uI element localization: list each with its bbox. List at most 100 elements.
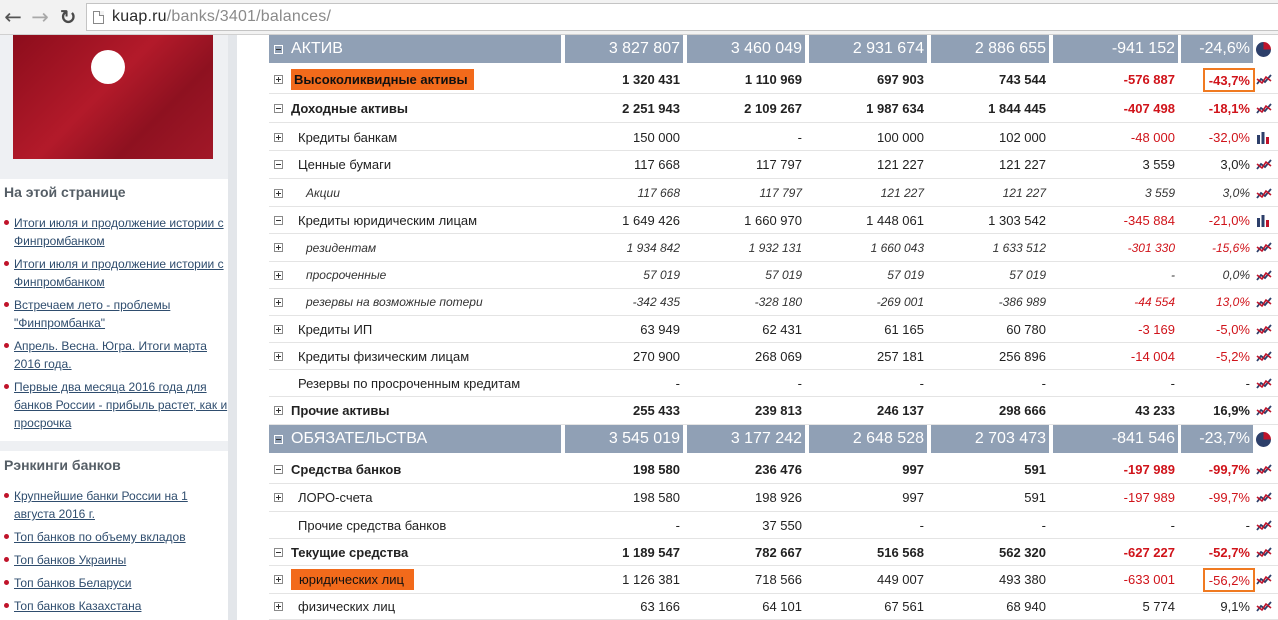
trend-chart-icon[interactable]: [1256, 296, 1272, 309]
value-cell: 198 580: [633, 462, 680, 477]
value-cell: 121 227: [1002, 186, 1046, 200]
row-label[interactable]: Средства банков: [291, 462, 402, 477]
sidebar-scrollbar[interactable]: [228, 35, 237, 620]
trend-chart-icon[interactable]: [1256, 269, 1272, 282]
row-label-cell: Прочие активы: [269, 397, 561, 424]
row-label[interactable]: Высоколиквидные активы: [291, 69, 474, 90]
value-cell: -: [1171, 268, 1175, 282]
trend-chart-icon[interactable]: [1256, 519, 1272, 532]
address-bar[interactable]: kuap.ru/banks/3401/balances/: [86, 3, 1278, 31]
row-label-cell: Текущие средства: [269, 539, 561, 565]
sidebar-link[interactable]: Итоги июля и продолжение истории с Финпр…: [0, 255, 228, 291]
sidebar-link[interactable]: Первые два месяца 2016 года для банков Р…: [0, 378, 228, 432]
reload-icon[interactable]: ↻: [59, 5, 77, 29]
row-label-cell: Кредиты юридическим лицам: [269, 207, 561, 233]
expand-icon[interactable]: [274, 324, 283, 334]
collapse-icon[interactable]: [274, 104, 283, 113]
trend-chart-icon[interactable]: [1256, 323, 1272, 336]
table-row: Средства банков 198 580 236 476 997 591 -197 …: [269, 456, 1278, 484]
expand-icon[interactable]: [274, 351, 283, 361]
expand-icon[interactable]: [274, 297, 283, 307]
expand-icon[interactable]: [274, 575, 283, 584]
back-arrow-icon[interactable]: ←: [4, 5, 22, 29]
row-label[interactable]: Кредиты физическим лицам: [298, 348, 470, 364]
table-row: физических лиц 63 166 64 101 67 561 68 940 5 …: [269, 594, 1278, 620]
row-label[interactable]: просроченные: [306, 268, 387, 282]
expand-icon[interactable]: [274, 602, 283, 611]
row-label[interactable]: Ценные бумаги: [298, 157, 392, 172]
sidebar-link[interactable]: Топ банков по объему вкладов: [0, 528, 228, 546]
collapse-icon[interactable]: [274, 215, 283, 225]
pie-chart-icon[interactable]: [1256, 41, 1271, 57]
trend-chart-icon[interactable]: [1256, 377, 1272, 390]
expand-icon[interactable]: [274, 75, 283, 84]
url-path: /banks/3401/balances/: [166, 8, 332, 25]
bar-chart-icon[interactable]: [1256, 214, 1270, 227]
expand-icon[interactable]: [274, 132, 283, 142]
row-label-cell: юридических лиц: [269, 566, 561, 593]
value-cell: 37 550: [762, 517, 802, 533]
expand-icon[interactable]: [274, 406, 283, 415]
trend-chart-icon[interactable]: [1256, 600, 1272, 613]
sidebar-link[interactable]: Топ банков Украины: [0, 551, 228, 569]
trend-chart-icon[interactable]: [1256, 463, 1272, 476]
sidebar-link[interactable]: Апрель. Весна. Югра. Итоги марта 2016 го…: [0, 337, 228, 373]
collapse-icon[interactable]: [274, 44, 283, 54]
row-tool-cell: [1256, 512, 1278, 538]
row-label[interactable]: АКТИВ: [291, 40, 343, 57]
promo-banner[interactable]: [13, 35, 213, 159]
sidebar-link[interactable]: Крупнейшие банки России на 1 августа 201…: [0, 487, 228, 523]
trend-chart-icon[interactable]: [1256, 491, 1272, 504]
trend-chart-icon[interactable]: [1256, 546, 1272, 559]
row-label[interactable]: Прочие средства банков: [298, 517, 447, 533]
collapse-icon[interactable]: [274, 547, 283, 557]
row-label[interactable]: Резервы по просроченным кредитам: [298, 375, 521, 391]
row-label[interactable]: резервы на возможные потери: [306, 295, 483, 309]
expand-icon[interactable]: [274, 493, 283, 502]
trend-chart-icon[interactable]: [1256, 350, 1272, 363]
value-cell: 60 780: [1006, 321, 1046, 337]
row-label-cell: Кредиты банкам: [269, 124, 561, 150]
collapse-icon[interactable]: [274, 465, 283, 474]
value-cell: -633 001: [1123, 572, 1175, 587]
table-row: ЛОРО-счета 198 580 198 926 997 591 -197 989 -9…: [269, 484, 1278, 512]
sidebar-link[interactable]: Топ банков Беларуси: [0, 574, 228, 592]
row-label[interactable]: резидентам: [306, 240, 377, 255]
row-label[interactable]: Кредиты юридическим лицам: [298, 212, 478, 228]
row-label[interactable]: Акции: [306, 186, 340, 200]
trend-chart-icon[interactable]: [1256, 158, 1272, 171]
collapse-icon[interactable]: [274, 434, 283, 444]
expand-icon[interactable]: [274, 188, 283, 198]
row-label[interactable]: ОБЯЗАТЕЛЬСТВА: [291, 430, 428, 447]
pie-chart-icon[interactable]: [1256, 431, 1271, 447]
expand-icon[interactable]: [274, 270, 283, 280]
expand-icon[interactable]: [274, 243, 283, 252]
row-label[interactable]: Доходные активы: [291, 101, 408, 116]
sidebar-link[interactable]: Итоги июля и продолжение истории с Финпр…: [0, 214, 228, 250]
sidebar-link[interactable]: Встречаем лето - проблемы "Финпромбанка": [0, 296, 228, 332]
value-cell: 268 069: [755, 348, 802, 364]
trend-chart-icon[interactable]: [1256, 187, 1272, 200]
row-label[interactable]: Текущие средства: [291, 544, 409, 560]
forward-arrow-icon[interactable]: →: [31, 5, 49, 29]
collapse-icon[interactable]: [274, 160, 283, 169]
trend-chart-icon[interactable]: [1256, 102, 1272, 115]
sidebar-link[interactable]: Топ банков Казахстана: [0, 597, 228, 615]
row-label[interactable]: юридических лиц: [291, 569, 414, 590]
bar-chart-icon[interactable]: [1256, 131, 1270, 144]
row-label[interactable]: Прочие активы: [291, 403, 390, 418]
row-tool-cell: [1256, 289, 1278, 315]
trend-chart-icon[interactable]: [1256, 73, 1272, 86]
value-cell: -: [1170, 375, 1175, 391]
row-tool-cell: [1256, 370, 1278, 396]
row-label[interactable]: Кредиты ИП: [298, 321, 373, 337]
row-label[interactable]: Кредиты банкам: [298, 129, 398, 145]
value-cell: 102 000: [999, 129, 1046, 145]
row-label[interactable]: физических лиц: [298, 599, 396, 614]
trend-chart-icon[interactable]: [1256, 573, 1272, 586]
value-cell: 117 668: [633, 157, 680, 172]
trend-chart-icon[interactable]: [1256, 241, 1272, 254]
row-label-cell: Доходные активы: [269, 95, 561, 122]
trend-chart-icon[interactable]: [1256, 404, 1272, 417]
row-label[interactable]: ЛОРО-счета: [298, 490, 373, 505]
